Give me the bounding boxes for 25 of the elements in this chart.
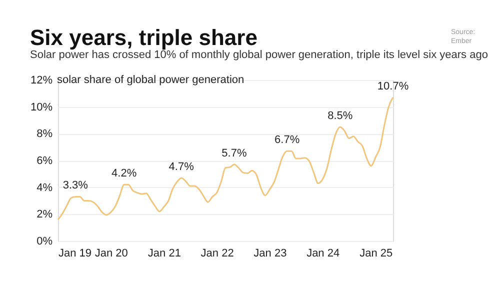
y-tick-label: 8% xyxy=(36,128,53,140)
data-label: 5.7% xyxy=(222,148,247,160)
y-tick-label: 6% xyxy=(36,155,53,167)
data-label: 10.7% xyxy=(377,80,409,92)
data-label: 4.2% xyxy=(112,168,137,180)
x-tick-label: Jan 23 xyxy=(254,248,287,260)
y-tick-label: 4% xyxy=(36,182,53,194)
data-label: 3.3% xyxy=(62,180,88,192)
x-tick-label: Jan 21 xyxy=(148,248,181,260)
x-tick-label: Jan 19 xyxy=(58,248,92,260)
data-label: 4.7% xyxy=(168,160,194,173)
y-tick-label: 0% xyxy=(36,236,53,248)
y-tick-label: 10% xyxy=(30,101,53,114)
chart-title: Six years, triple share xyxy=(30,25,258,50)
y-tick-label: 2% xyxy=(36,208,53,221)
chart-subtitle: Solar power has crossed 10% of monthly global power generation, triple its level six years ago xyxy=(30,49,488,61)
data-label: 6.7% xyxy=(274,134,300,146)
x-tick-label: Jan 20 xyxy=(94,248,128,260)
y-tick-label: 12% xyxy=(30,74,53,86)
x-tick-label: Jan 24 xyxy=(306,248,340,260)
x-tick-label: Jan 25 xyxy=(360,248,393,260)
line-series xyxy=(57,96,394,220)
y-axis-title: solar share of global power generation xyxy=(57,74,244,86)
x-tick-label: Jan 22 xyxy=(200,248,234,260)
data-label: 8.5% xyxy=(328,110,353,122)
